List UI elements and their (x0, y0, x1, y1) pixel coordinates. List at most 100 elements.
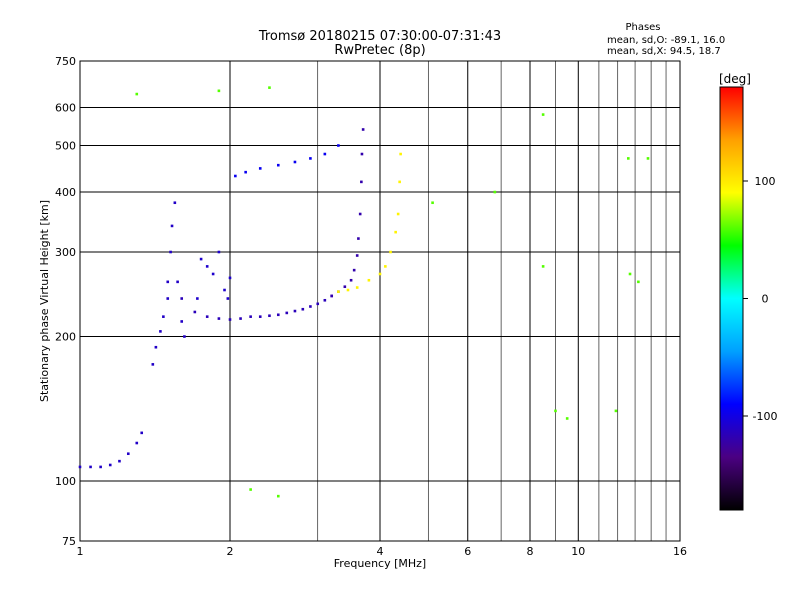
data-point (541, 265, 545, 268)
y-axis-label: Stationary phase Virtual Height [km] (38, 200, 51, 402)
data-point (355, 254, 359, 257)
data-point (358, 212, 362, 216)
series-0 (78, 431, 144, 469)
data-point (309, 157, 312, 160)
data-point (554, 409, 557, 413)
data-point (493, 190, 497, 194)
series-2 (196, 250, 232, 300)
data-point (126, 452, 130, 456)
y-tick-label: 75 (62, 535, 76, 548)
data-point (205, 265, 209, 268)
data-point (268, 314, 271, 318)
stats-line-x: mean, sd,X: 94.5, 18.7 (607, 46, 721, 57)
data-point (78, 465, 82, 469)
data-point (316, 302, 320, 306)
data-point (135, 441, 139, 445)
data-point (337, 290, 340, 293)
data-point (268, 86, 271, 89)
data-point (361, 128, 365, 131)
data-point (337, 144, 340, 147)
data-point (614, 409, 618, 413)
grid-layer (80, 61, 680, 541)
data-point (89, 465, 92, 469)
x-tick-label: 10 (571, 545, 585, 558)
data-point (176, 280, 179, 284)
data-point (108, 463, 112, 467)
data-point (169, 250, 172, 254)
data-point (637, 280, 640, 284)
data-point (183, 335, 186, 338)
data-point (398, 180, 401, 184)
x-axis-label: Frequency [MHz] (334, 557, 426, 570)
data-point (293, 309, 297, 313)
data-point (162, 315, 165, 318)
data-point (389, 250, 392, 254)
series-1 (151, 201, 186, 366)
data-point (196, 297, 199, 300)
data-point (239, 317, 242, 320)
x-tick-label: 8 (527, 545, 534, 558)
data-point (431, 201, 434, 205)
data-point (228, 276, 232, 280)
data-point (140, 431, 144, 435)
data-point (627, 157, 630, 160)
data-point (628, 272, 632, 276)
data-point (367, 278, 371, 282)
x-tick-label: 2 (227, 545, 234, 558)
x-tick-label: 1 (77, 545, 84, 558)
data-point (301, 307, 305, 311)
series-5 (337, 152, 402, 293)
data-point (276, 494, 280, 498)
data-point (170, 224, 174, 228)
data-point (223, 288, 226, 292)
data-point (135, 92, 139, 96)
data-point (323, 152, 327, 156)
data-point (355, 286, 359, 289)
series-7 (135, 86, 650, 498)
data-point (180, 320, 184, 323)
data-point (217, 250, 221, 254)
data-point (166, 297, 170, 300)
data-point (99, 465, 102, 469)
data-point (228, 318, 232, 321)
series-6 (234, 144, 340, 178)
data-point (646, 157, 650, 160)
data-point (349, 278, 353, 282)
data-point (217, 89, 221, 93)
data-point (118, 459, 121, 463)
data-point (357, 237, 360, 240)
data-point (394, 230, 397, 234)
data-point (249, 315, 252, 318)
data-point (378, 272, 382, 276)
y-tick-label: 200 (55, 331, 76, 344)
data-point (384, 265, 387, 268)
data-point (151, 363, 155, 366)
data-point (541, 113, 545, 116)
data-point (346, 288, 350, 292)
y-tick-label: 750 (55, 55, 76, 68)
colorbar-tick-label: 0 (762, 293, 769, 306)
data-point (166, 280, 170, 284)
data-point (276, 313, 280, 317)
data-point (399, 152, 402, 156)
data-point (285, 311, 289, 315)
data-point (565, 417, 569, 420)
chart-subtitle: RwPretec (8p) (334, 43, 425, 58)
data-point (343, 285, 347, 289)
data-point (205, 315, 209, 318)
data-point (244, 170, 247, 174)
data-point (352, 268, 356, 272)
y-tick-label: 300 (55, 246, 76, 259)
data-point (173, 201, 177, 205)
data-point (360, 180, 363, 184)
data-point (309, 305, 312, 308)
data-point (154, 345, 158, 349)
colorbar-label: [deg] (719, 72, 751, 86)
chart-title: Tromsø 20180215 07:30:00-07:31:43 (258, 29, 501, 44)
colorbar-tick-label: 100 (755, 175, 776, 188)
data-point (211, 272, 215, 276)
x-tick-label: 6 (464, 545, 471, 558)
y-tick-label: 600 (55, 102, 76, 115)
y-tick-label: 400 (55, 186, 76, 199)
